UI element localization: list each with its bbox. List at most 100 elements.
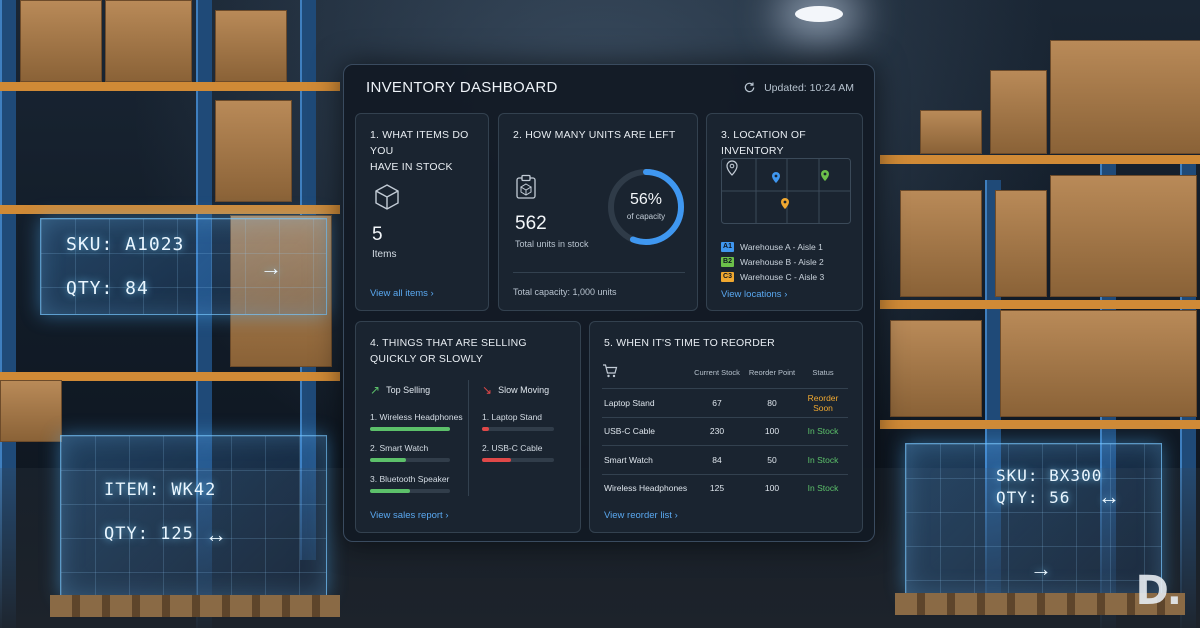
reorder-status: In Stock [798,445,848,474]
hologram-item-label: ITEM: WK42 [104,480,217,500]
reorder-status: In Stock [798,473,848,502]
top-item-bar-fill [370,489,410,493]
hologram-item-qty-label: QTY: 125 [104,524,194,544]
top-item-bar-fill [370,458,406,462]
legend-item-b2: B2 Warehouse B - Aisle 2 [721,254,824,269]
trend-up-icon: ↗ [370,383,381,397]
col-header-current-stock: Current Stock [694,367,740,377]
location-card: 3. LOCATION OF INVENTORY [706,113,863,311]
slow-item-bar-fill [482,458,511,462]
reorder-table: Current Stock Reorder Point Status Lapto… [602,364,848,502]
selling-speed-card: 4. THINGS THAT ARE SELLING QUICKLY OR SL… [355,321,581,533]
arrow-right-icon: → [1030,556,1052,581]
pin-c3-icon[interactable] [781,198,789,209]
reorder-item-name: Wireless Headphones [602,473,688,502]
legend-item-c3: C3 Warehouse C - Aisle 3 [721,269,824,284]
top-selling-heading: ↗ Top Selling [370,383,431,397]
box-icon [375,184,399,210]
slow-item-bar-track [482,427,554,431]
selling-title-line2: QUICKLY OR SLOWLY [370,353,484,365]
clipboard-icon [516,174,536,199]
view-sales-report-link[interactable]: View sales report › [370,510,449,521]
reorder-point: 100 [746,473,798,502]
reorder-current-stock: 230 [688,416,746,446]
stock-items-card-title: 1. WHAT ITEMS DO YOU HAVE IN STOCK [370,127,488,175]
left-pallet [50,595,340,617]
selling-title-line1: 4. THINGS THAT ARE SELLING [370,337,527,349]
right-pallet [895,593,1185,615]
top-item-bar-track [370,458,450,462]
legend-label-b2: Warehouse B - Aisle 2 [740,256,824,267]
hologram-right-cube [905,443,1162,595]
total-capacity: Total capacity: 1,000 units [513,287,617,297]
location-legend: A1 Warehouse A - Aisle 1 B2 Warehouse B … [721,239,824,284]
reorder-status: In Stock [798,416,848,446]
selling-divider [468,380,469,496]
reorder-point: 80 [746,388,798,417]
stock-items-card: 1. WHAT ITEMS DO YOU HAVE IN STOCK 5 Ite… [355,113,489,311]
top-item-label: 2. Smart Watch [370,443,429,453]
col-header-reorder-point: Reorder Point [748,367,796,377]
pin-b2-icon[interactable] [821,170,829,181]
reorder-point: 50 [746,445,798,474]
capacity-sub-label: of capacity [626,212,666,221]
chevron-right-icon: › [674,510,678,521]
updated-status: Updated: 10:24 AM [743,81,854,94]
table-row[interactable]: USB-C Cable 230 100 In Stock [602,416,848,446]
reorder-card: 5. WHEN IT'S TIME TO REORDER Current Sto… [589,321,863,533]
hologram-item-cube [60,435,327,597]
reorder-item-name: Smart Watch [602,445,688,474]
top-item-label: 3. Bluetooth Speaker [370,474,450,484]
dashboard-title: INVENTORY DASHBOARD [366,79,558,96]
reorder-card-title: 5. WHEN IT'S TIME TO REORDER [604,337,775,349]
table-row[interactable]: Smart Watch 84 50 In Stock [602,445,848,474]
refresh-icon[interactable] [743,81,756,94]
hologram-sku-panel [40,218,327,315]
stock-title-line1: 1. WHAT ITEMS DO YOU [370,129,469,157]
item-count-label: Items [372,249,397,260]
slow-item-bar-fill [482,427,490,431]
slow-item-label: 1. Laptop Stand [482,412,543,422]
item-count: 5 [372,224,383,245]
chevron-right-icon: › [430,288,434,299]
legend-label-c3: Warehouse C - Aisle 3 [740,271,825,282]
view-locations-link[interactable]: View locations › [721,289,788,300]
chevron-right-icon: › [784,289,788,300]
legend-badge-b2: B2 [721,256,734,267]
slow-item-label: 2. USB-C Cable [482,443,543,453]
legend-badge-a1: A1 [721,241,734,252]
hologram-qty-label: QTY: 84 [66,278,149,299]
table-row[interactable]: Laptop Stand 67 80 Reorder Soon [602,388,848,417]
legend-badge-c3: C3 [721,271,734,282]
legend-label-a1: Warehouse A - Aisle 1 [740,241,823,252]
brand-logo: D. [1135,568,1182,614]
hologram-right-sku-label: SKU: BX300 [996,466,1103,485]
slow-moving-heading: ↘ Slow Moving [482,383,550,397]
slow-item-bar-track [482,458,554,462]
stock-title-line2: HAVE IN STOCK [370,161,453,173]
capacity-ring [608,169,684,245]
selling-card-title: 4. THINGS THAT ARE SELLING QUICKLY OR SL… [370,335,527,367]
cart-icon [603,364,618,378]
units-card-divider [513,272,685,273]
reorder-item-name: USB-C Cable [602,416,688,446]
reorder-current-stock: 84 [688,445,746,474]
double-arrow-icon: ↔ [205,522,227,547]
col-header-status: Status [812,367,834,377]
inventory-dashboard: INVENTORY DASHBOARD Updated: 10:24 AM 1.… [343,64,875,542]
pin-a1-icon[interactable] [772,172,780,183]
reorder-status: Reorder Soon [798,388,848,417]
top-item-bar-fill [370,427,450,431]
legend-item-a1: A1 Warehouse A - Aisle 1 [721,239,824,254]
double-arrow-icon: ↔ [1098,484,1120,509]
hologram-right-qty-label: QTY: 56 [996,488,1071,507]
capacity-percent: 56% [629,191,663,208]
view-reorder-list-link[interactable]: View reorder list › [604,510,678,521]
view-all-items-link[interactable]: View all items › [370,288,434,299]
trend-down-icon: ↘ [482,383,493,397]
reorder-current-stock: 67 [688,388,746,417]
top-item-label: 1. Wireless Headphones [370,412,463,422]
ceiling-lamp [795,6,843,22]
hologram-sku-label: SKU: A1023 [66,234,185,255]
table-row[interactable]: Wireless Headphones 125 100 In Stock [602,473,848,502]
